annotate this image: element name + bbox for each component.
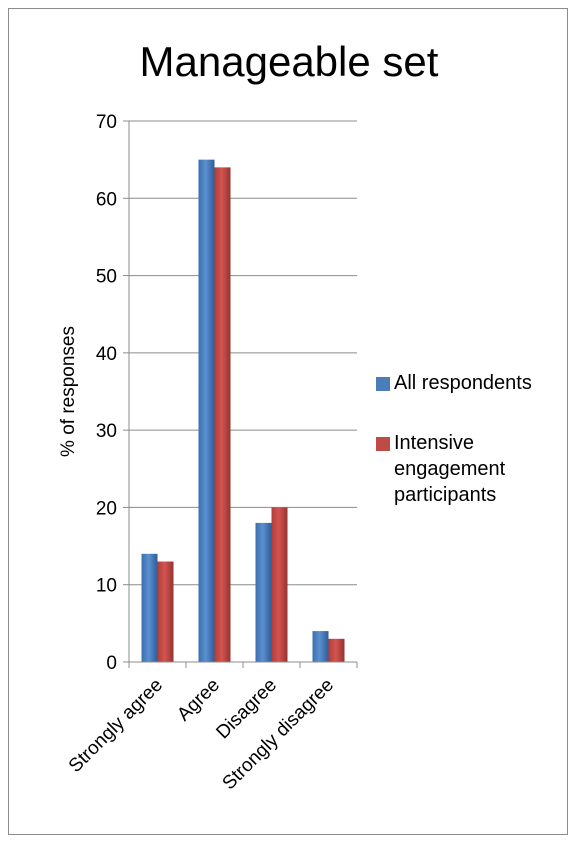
chart-legend: All respondents Intensive engagement par… xyxy=(372,370,572,542)
legend-label: Intensive engagement participants xyxy=(394,432,506,506)
bar-all-respondents xyxy=(141,553,158,662)
y-axis-title: % of responses xyxy=(58,326,79,457)
y-tick-label: 50 xyxy=(96,267,117,288)
y-tick-label: 40 xyxy=(96,344,117,365)
y-tick-label: 70 xyxy=(96,112,117,133)
legend-swatch-blue xyxy=(376,377,390,391)
bar-all-respondents xyxy=(312,631,329,662)
bar-all-respondents xyxy=(255,522,272,662)
y-tick-label: 20 xyxy=(96,498,117,519)
bar-all-respondents xyxy=(198,159,215,662)
legend-item-intensive-engagement: Intensive engagement participants xyxy=(372,430,572,508)
y-tick-label: 30 xyxy=(96,421,117,442)
y-tick-label: 0 xyxy=(106,653,117,674)
chart-title: Manageable set xyxy=(139,38,439,85)
legend-label: All respondents xyxy=(394,372,532,394)
legend-swatch-red xyxy=(376,437,390,451)
bar-intensive-engagement xyxy=(157,561,174,662)
chart-frame xyxy=(8,8,568,835)
y-tick-label: 60 xyxy=(96,189,117,210)
bar-intensive-engagement xyxy=(328,638,345,662)
x-tick-label: Agree xyxy=(173,675,224,726)
x-tick-label: Strongly agree xyxy=(65,675,167,777)
x-tick-label: Strongly disagree xyxy=(219,675,338,794)
bar-intensive-engagement xyxy=(214,167,231,662)
bar-intensive-engagement xyxy=(271,507,288,662)
y-tick-label: 10 xyxy=(96,576,117,597)
legend-item-all-respondents: All respondents xyxy=(372,370,572,396)
